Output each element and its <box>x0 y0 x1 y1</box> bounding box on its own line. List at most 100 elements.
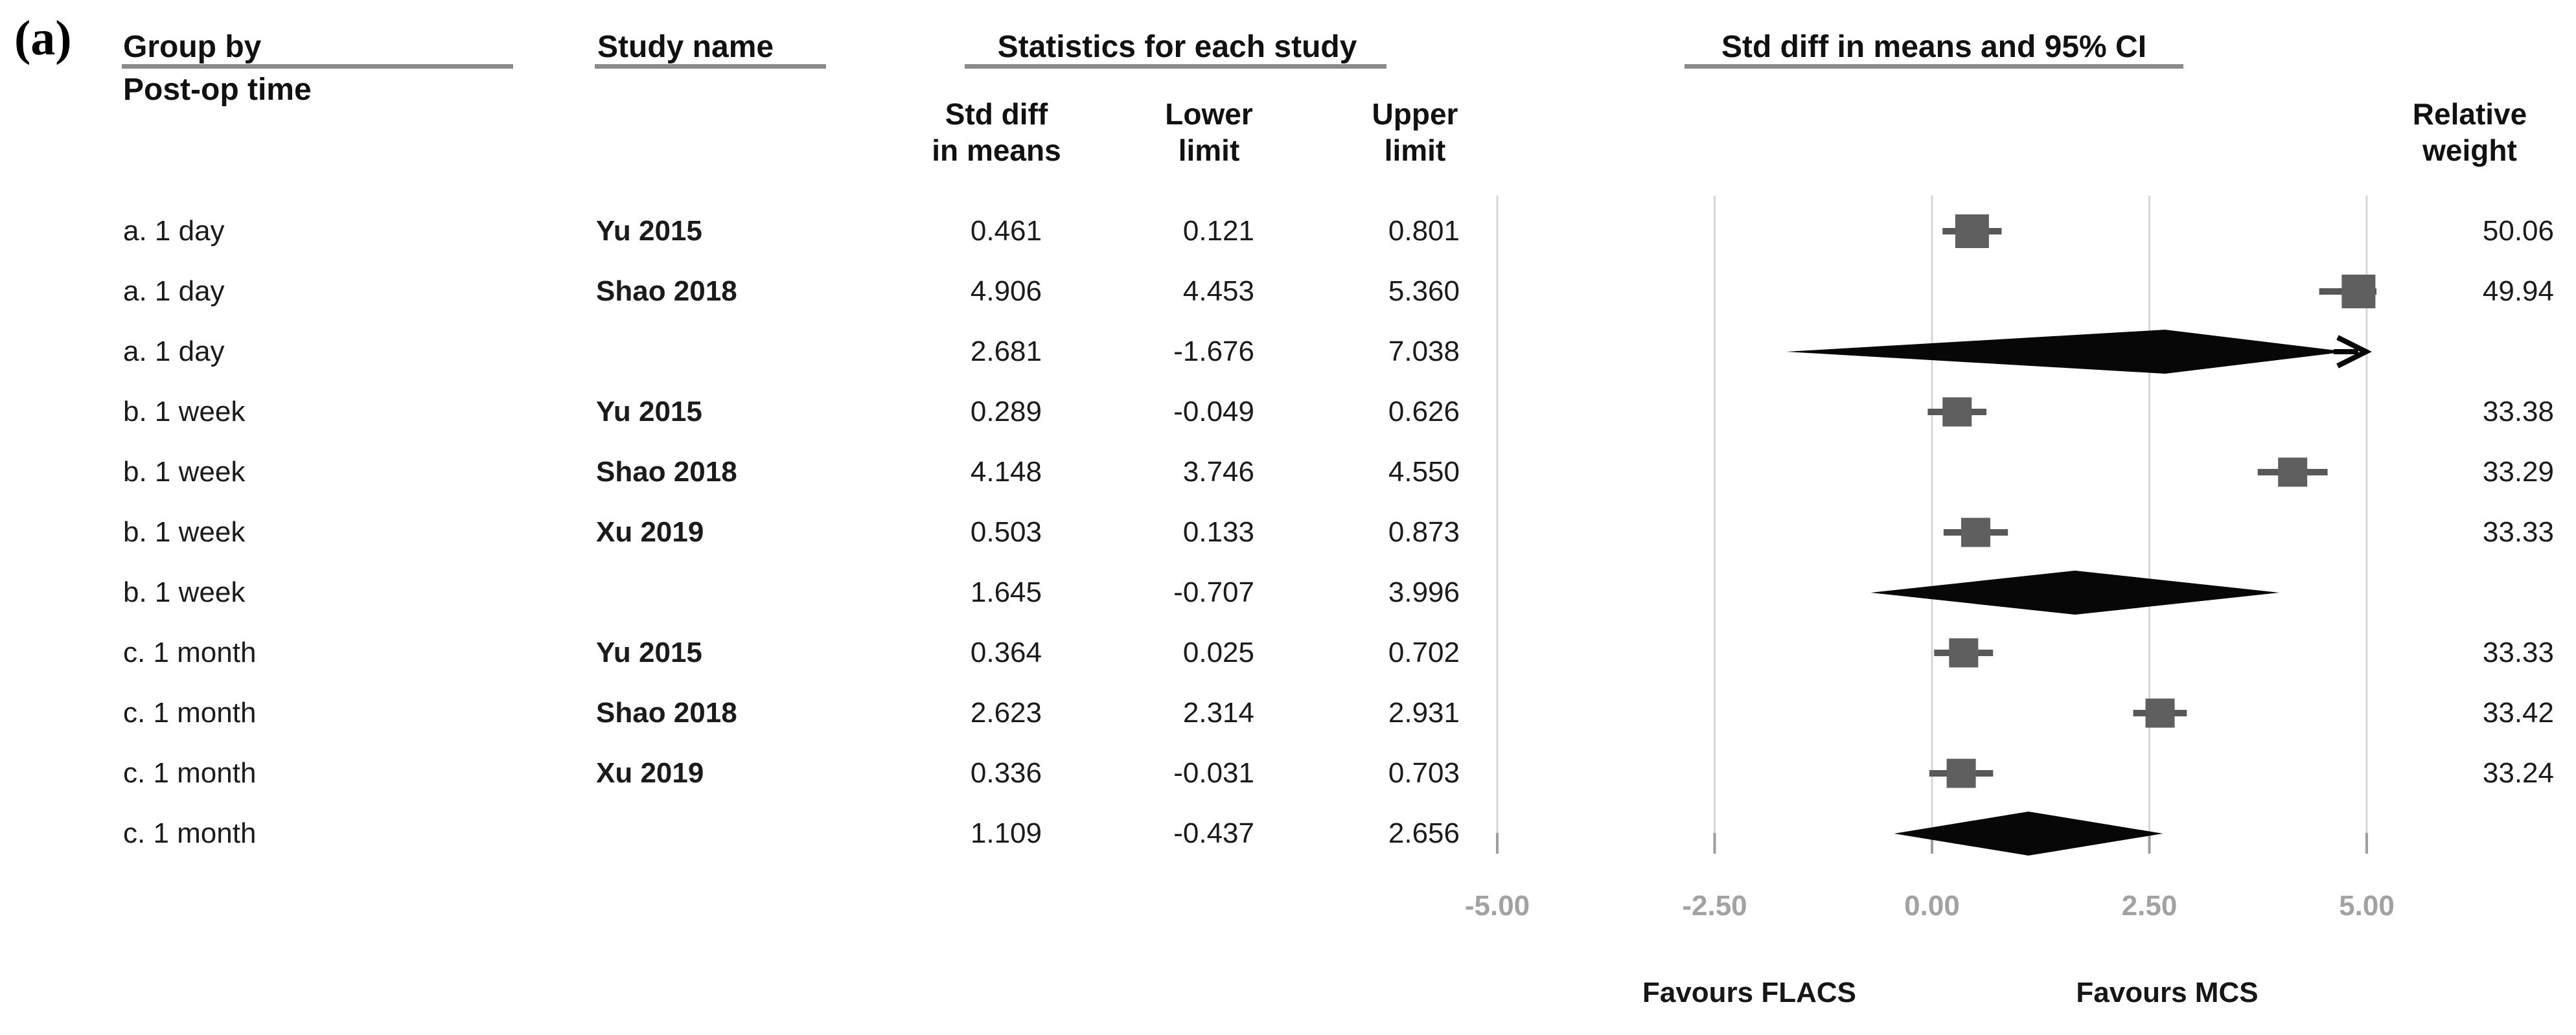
std-diff-cell: 0.364 <box>970 637 1042 668</box>
group-cell: a. 1 day <box>123 215 225 247</box>
lower-limit-cell: -0.049 <box>1173 396 1254 427</box>
x-tick-label: -5.00 <box>1464 890 1530 922</box>
std-diff-cell: 0.289 <box>970 396 1042 427</box>
summary-diamond <box>1786 330 2347 374</box>
table-row: a. 1 day Yu 2015 0.461 0.121 0.801 50.06 <box>0 214 2576 249</box>
effect-square-marker <box>2278 457 2308 487</box>
table-row-summary: b. 1 week 1.645 -0.707 3.996 <box>0 575 2576 610</box>
x-tick-label: 0.00 <box>1904 890 1960 922</box>
std-diff-cell: 2.623 <box>970 697 1042 729</box>
header-lower-limit: Lower limit <box>1165 97 1253 167</box>
header-upper-limit: Upper limit <box>1372 97 1458 167</box>
effect-square-marker <box>1949 638 1979 668</box>
group-cell: a. 1 day <box>123 336 225 367</box>
group-cell: c. 1 month <box>123 697 257 729</box>
upper-limit-cell: 0.873 <box>1388 516 1460 548</box>
upper-limit-cell: 7.038 <box>1388 336 1460 367</box>
upper-limit-cell: 5.360 <box>1388 275 1460 307</box>
study-cell: Yu 2015 <box>596 215 702 247</box>
study-cell: Xu 2019 <box>596 516 704 548</box>
study-cell: Shao 2018 <box>596 456 737 488</box>
std-diff-cell: 0.461 <box>970 215 1042 247</box>
group-cell: a. 1 day <box>123 275 225 307</box>
table-row: c. 1 month Xu 2019 0.336 -0.031 0.703 33… <box>0 756 2576 791</box>
header-study-name: Study name <box>597 30 774 64</box>
group-cell: c. 1 month <box>123 757 257 789</box>
forest-plot-canvas <box>1496 196 2376 856</box>
table-row: b. 1 week Yu 2015 0.289 -0.049 0.626 33.… <box>0 394 2576 429</box>
effect-square-marker <box>2341 275 2376 308</box>
lower-limit-cell: 0.133 <box>1182 516 1254 548</box>
upper-limit-cell: 0.801 <box>1388 215 1460 247</box>
std-diff-cell: 1.645 <box>970 576 1042 608</box>
upper-limit-cell: 0.626 <box>1388 396 1460 427</box>
upper-limit-cell: 2.931 <box>1388 697 1460 729</box>
upper-limit-cell: 4.550 <box>1388 456 1460 488</box>
relative-weight-cell: 33.42 <box>2482 697 2554 729</box>
group-cell: b. 1 week <box>123 396 246 427</box>
table-row: c. 1 month Shao 2018 2.623 2.314 2.931 3… <box>0 696 2576 731</box>
table-row: a. 1 day Shao 2018 4.906 4.453 5.360 49.… <box>0 274 2576 309</box>
header-std-diff-in-means: Std diff in means <box>932 97 1061 167</box>
std-diff-cell: 1.109 <box>970 817 1042 849</box>
std-diff-cell: 2.681 <box>970 336 1042 367</box>
underline-statistics <box>965 64 1386 69</box>
underline-group-by <box>122 64 513 69</box>
table-row-summary: c. 1 month 1.109 -0.437 2.656 <box>0 816 2576 851</box>
lower-limit-cell: 2.314 <box>1182 697 1254 729</box>
upper-limit-cell: 0.702 <box>1388 637 1460 668</box>
group-cell: b. 1 week <box>123 456 246 488</box>
lower-limit-cell: 4.453 <box>1182 275 1254 307</box>
table-row: b. 1 week Shao 2018 4.148 3.746 4.550 33… <box>0 455 2576 490</box>
effect-square-marker <box>1946 758 1976 788</box>
std-diff-cell: 4.148 <box>970 456 1042 488</box>
table-row: b. 1 week Xu 2019 0.503 0.133 0.873 33.3… <box>0 515 2576 550</box>
header-ci-plot: Std diff in means and 95% CI <box>1721 30 2147 64</box>
header-statistics: Statistics for each study <box>997 30 1357 64</box>
lower-limit-cell: -0.031 <box>1173 757 1254 789</box>
lower-limit-cell: 0.121 <box>1182 215 1254 247</box>
lower-limit-cell: 0.025 <box>1182 637 1254 668</box>
underline-ci-plot <box>1685 64 2183 69</box>
relative-weight-cell: 33.33 <box>2482 637 2554 668</box>
upper-limit-cell: 2.656 <box>1388 817 1460 849</box>
lower-limit-cell: -0.437 <box>1173 817 1254 849</box>
relative-weight-cell: 49.94 <box>2482 275 2554 307</box>
std-diff-cell: 0.503 <box>970 516 1042 548</box>
header-post-op-time: Post-op time <box>123 73 312 107</box>
std-diff-cell: 0.336 <box>970 757 1042 789</box>
effect-square-marker <box>1955 214 1989 248</box>
x-tick-label: -2.50 <box>1682 890 1747 922</box>
favours-left-label: Favours FLACS <box>1642 977 1857 1008</box>
effect-square-marker <box>1942 397 1972 427</box>
effect-square-marker <box>2145 698 2175 728</box>
x-tick-label: 5.00 <box>2339 890 2395 922</box>
relative-weight-cell: 50.06 <box>2482 215 2554 247</box>
x-tick-label: 2.50 <box>2121 890 2178 922</box>
study-cell: Shao 2018 <box>596 275 737 307</box>
lower-limit-cell: 3.746 <box>1182 456 1254 488</box>
lower-limit-cell: -1.676 <box>1173 336 1254 367</box>
study-cell: Yu 2015 <box>596 396 702 427</box>
table-row-summary: a. 1 day 2.681 -1.676 7.038 <box>0 334 2576 369</box>
group-cell: c. 1 month <box>123 637 257 668</box>
favours-right-label: Favours MCS <box>2076 977 2259 1008</box>
summary-diamond <box>1870 571 2280 615</box>
table-row: c. 1 month Yu 2015 0.364 0.025 0.702 33.… <box>0 635 2576 670</box>
relative-weight-cell: 33.29 <box>2482 456 2554 488</box>
summary-diamond <box>1894 812 2163 856</box>
study-cell: Xu 2019 <box>596 757 704 789</box>
upper-limit-cell: 0.703 <box>1388 757 1460 789</box>
study-cell: Yu 2015 <box>596 637 702 668</box>
arrow-right-icon <box>2336 335 2372 369</box>
study-cell: Shao 2018 <box>596 697 737 729</box>
group-cell: b. 1 week <box>123 576 246 608</box>
group-cell: c. 1 month <box>123 817 257 849</box>
effect-square-marker <box>1961 518 1991 547</box>
upper-limit-cell: 3.996 <box>1388 576 1460 608</box>
std-diff-cell: 4.906 <box>970 275 1042 307</box>
lower-limit-cell: -0.707 <box>1173 576 1254 608</box>
relative-weight-cell: 33.24 <box>2482 757 2554 789</box>
panel-label: (a) <box>14 11 72 65</box>
